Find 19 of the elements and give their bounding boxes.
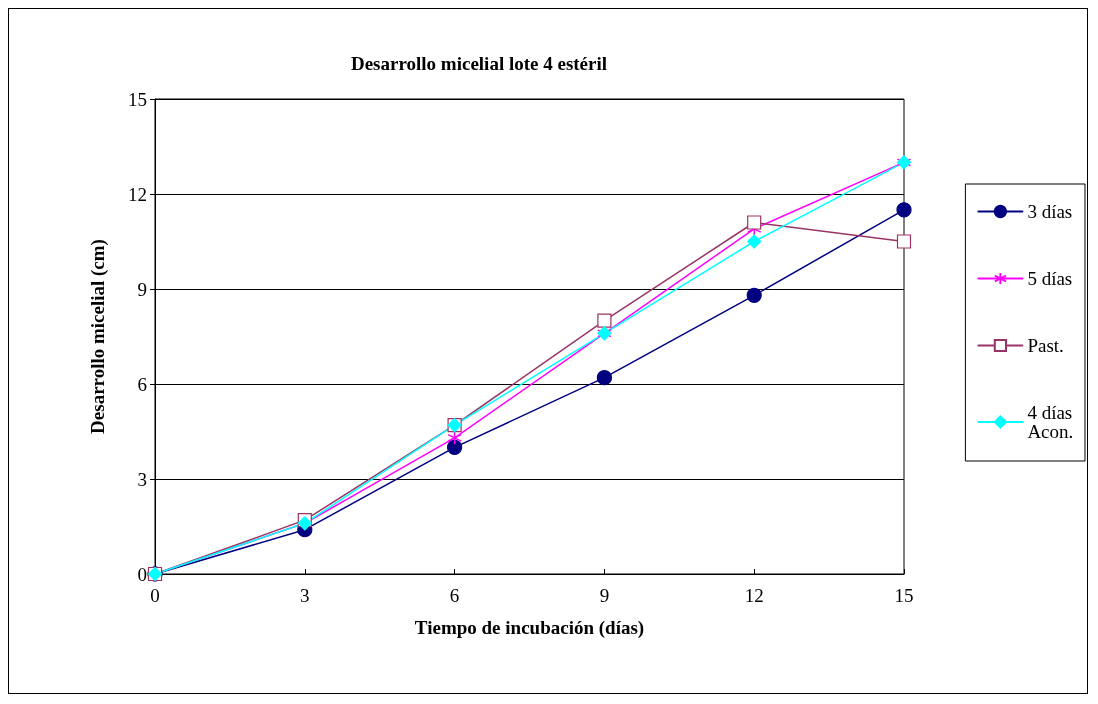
x-tick-label: 15 xyxy=(894,585,914,606)
legend-label: Past. xyxy=(1027,335,1064,356)
x-tick-label: 3 xyxy=(300,585,310,606)
y-axis-title: Desarrollo micelial (cm) xyxy=(87,239,109,434)
y-tick-label: 0 xyxy=(137,563,147,585)
y-tick-label: 15 xyxy=(128,88,147,110)
y-tick-label: 3 xyxy=(137,468,147,490)
x-tick-label: 6 xyxy=(449,585,460,606)
y-tick-label: 12 xyxy=(128,183,147,205)
legend-label: 5 días xyxy=(1027,268,1073,289)
x-tick-label: 0 xyxy=(150,585,160,606)
chart-title: Desarrollo micelial lote 4 estéril xyxy=(350,53,608,74)
y-tick-label: 9 xyxy=(137,278,147,300)
x-tick-label: 12 xyxy=(744,585,764,606)
x-tick-label: 9 xyxy=(599,585,610,606)
x-axis-title: Tiempo de incubación (días) xyxy=(414,617,645,639)
y-tick-label: 6 xyxy=(137,373,147,395)
legend-label: 3 días xyxy=(1027,201,1073,222)
legend-label: 4 días Acon. xyxy=(1027,402,1077,442)
